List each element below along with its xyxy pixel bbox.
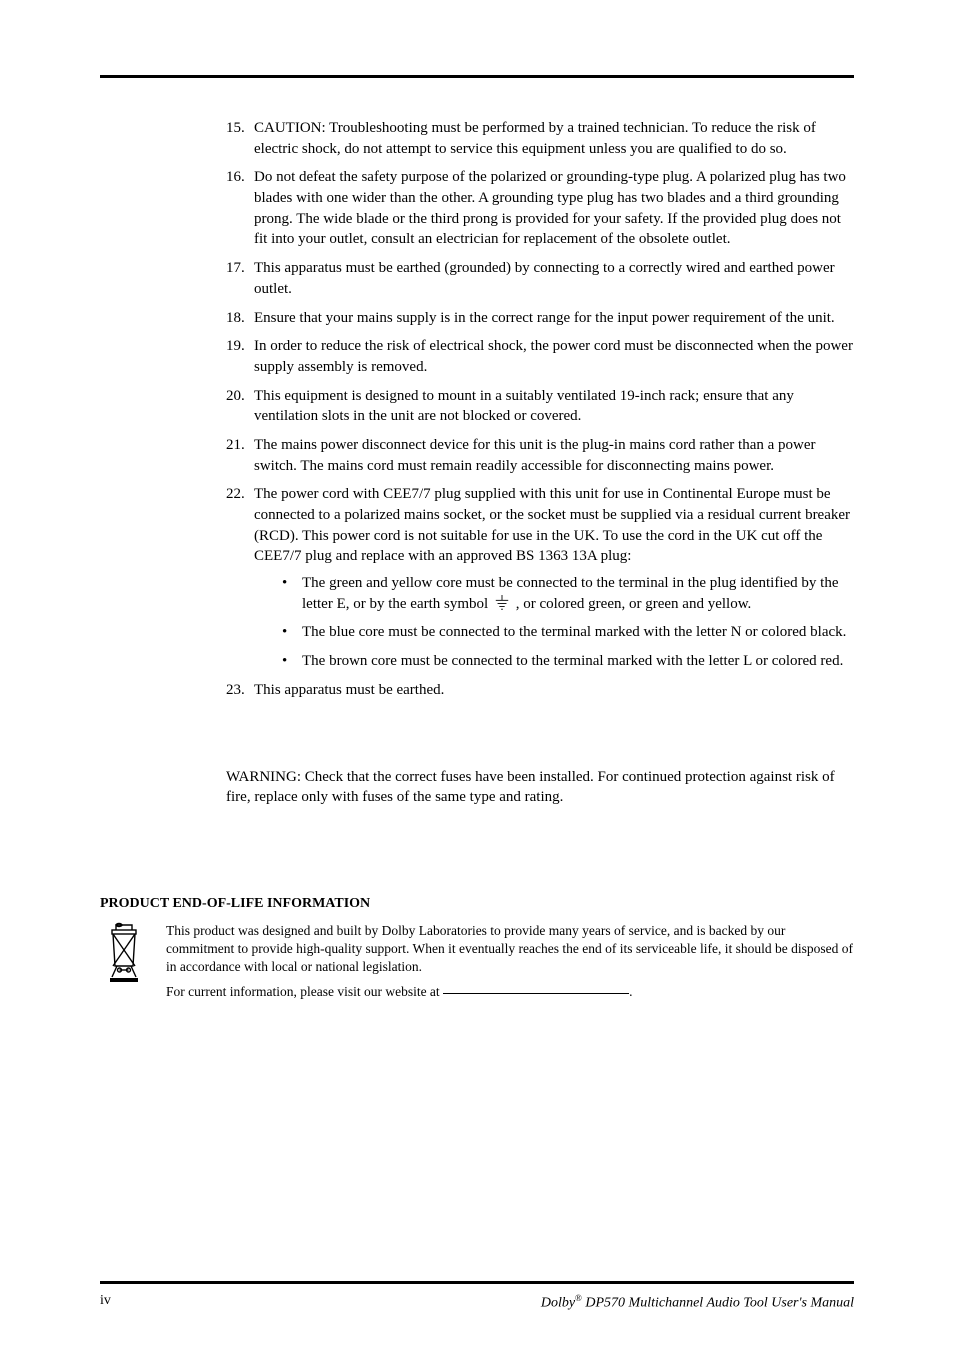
eol-paragraph-2: For current information, please visit ou… (166, 983, 854, 1001)
manual-rest: DP570 Multichannel Audio Tool User's Man… (582, 1296, 854, 1311)
list-item: 19. In order to reduce the risk of electr… (226, 336, 854, 377)
page-footer: iv Dolby® DP570 Multichannel Audio Tool … (100, 1293, 854, 1312)
item-number: 21. (226, 435, 245, 456)
top-rule (100, 75, 854, 78)
item-number: 15. (226, 118, 245, 139)
sub-text: The brown core must be connected to the … (302, 653, 843, 669)
list-item: 21. The mains power disconnect device for… (226, 435, 854, 476)
list-item: 20. This equipment is designed to mount i… (226, 386, 854, 427)
list-item: 18. Ensure that your mains supply is in t… (226, 308, 854, 329)
eol-text: This product was designed and built by D… (166, 922, 854, 1007)
page-number: iv (100, 1293, 111, 1312)
item-text: The mains power disconnect device for th… (254, 437, 816, 474)
list-item: 15. CAUTION: Troubleshooting must be perf… (226, 118, 854, 159)
list-item: 22. The power cord with CEE7/7 plug supp… (226, 484, 854, 672)
sub-list: The green and yellow core must be connec… (254, 573, 854, 672)
item-text: The power cord with CEE7/7 plug supplied… (254, 486, 850, 564)
item-text: Ensure that your mains supply is in the … (254, 310, 835, 326)
eol-p2-pre: For current information, please visit ou… (166, 984, 443, 999)
item-text: This apparatus must be earthed (grounded… (254, 260, 835, 297)
item-text: Do not defeat the safety purpose of the … (254, 169, 846, 247)
item-text: This equipment is designed to mount in a… (254, 388, 794, 425)
item-number: 17. (226, 258, 245, 279)
warning-text: WARNING: Check that the correct fuses ha… (226, 769, 835, 806)
warning-paragraph: WARNING: Check that the correct fuses ha… (100, 767, 854, 808)
item-number: 20. (226, 386, 245, 407)
manual-title: Dolby® DP570 Multichannel Audio Tool Use… (541, 1293, 854, 1312)
sub-text-post: , or colored green, or green and yellow. (512, 596, 751, 612)
safety-list-block: 15. CAUTION: Troubleshooting must be perf… (100, 118, 854, 701)
item-text: In order to reduce the risk of electrica… (254, 338, 853, 375)
eol-paragraph-1: This product was designed and built by D… (166, 922, 854, 977)
item-number: 19. (226, 336, 245, 357)
sub-list-item: The blue core must be connected to the t… (282, 622, 854, 643)
eol-body: This product was designed and built by D… (100, 922, 854, 1007)
list-item: 17. This apparatus must be earthed (groun… (226, 258, 854, 299)
list-item: 16. Do not defeat the safety purpose of t… (226, 167, 854, 250)
eol-section: PRODUCT END-OF-LIFE INFORMATION (100, 896, 854, 1007)
safety-list: 15. CAUTION: Troubleshooting must be perf… (226, 118, 854, 701)
weee-bin-icon (100, 922, 148, 1007)
registered-mark: ® (575, 1293, 582, 1303)
item-number: 16. (226, 167, 245, 188)
sub-list-item: The green and yellow core must be connec… (282, 573, 854, 614)
eol-p2-post: . (629, 984, 632, 999)
page-content: 15. CAUTION: Troubleshooting must be perf… (100, 118, 854, 1007)
url-underline (443, 993, 629, 994)
item-text: This apparatus must be earthed. (254, 682, 444, 698)
manual-prefix: Dolby (541, 1296, 575, 1311)
sub-list-item: The brown core must be connected to the … (282, 651, 854, 672)
item-text: CAUTION: Troubleshooting must be perform… (254, 120, 816, 157)
eol-heading: PRODUCT END-OF-LIFE INFORMATION (100, 896, 854, 912)
item-number: 22. (226, 484, 245, 505)
list-item: 23. This apparatus must be earthed. (226, 680, 854, 701)
sub-text: The blue core must be connected to the t… (302, 624, 846, 640)
bottom-rule (100, 1281, 854, 1284)
item-number: 23. (226, 680, 245, 701)
item-number: 18. (226, 308, 245, 329)
earth-symbol-icon (492, 595, 512, 611)
